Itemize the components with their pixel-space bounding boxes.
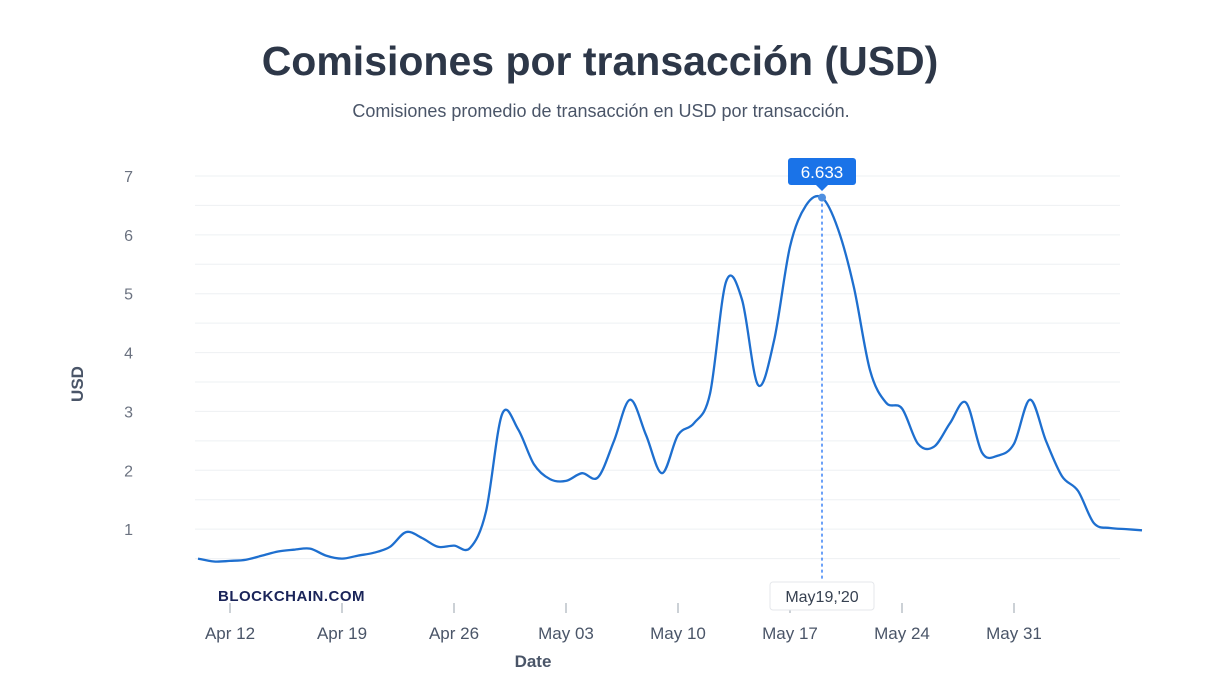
y-tick-label: 6 bbox=[124, 228, 133, 245]
gridlines bbox=[195, 175, 1120, 560]
x-tick-label: May 10 bbox=[650, 624, 706, 643]
x-tick-label: Apr 19 bbox=[317, 624, 367, 643]
date-badge bbox=[769, 581, 875, 611]
x-axis-label: Date bbox=[515, 652, 552, 671]
value-badge-text: 6.633 bbox=[801, 163, 844, 182]
x-tick-label: May 31 bbox=[986, 624, 1042, 643]
x-tick-label: May 03 bbox=[538, 624, 594, 643]
hover-tooltip: 6.633 May19,'20 bbox=[769, 158, 875, 611]
series-layer bbox=[197, 194, 1143, 563]
y-tick-label: 7 bbox=[124, 169, 133, 186]
value-badge-pointer bbox=[816, 185, 828, 191]
y-axis-ticks: 1 2 3 4 5 6 7 bbox=[124, 169, 133, 539]
y-tick-label: 1 bbox=[124, 522, 133, 539]
x-tick-label: May 17 bbox=[762, 624, 818, 643]
y-tick-label: 5 bbox=[124, 287, 133, 304]
x-axis-ticks: Apr 12 Apr 19 Apr 26 May 03 May 10 May 17 May … bbox=[205, 603, 1042, 643]
y-tick-label: 4 bbox=[124, 346, 133, 363]
y-tick-label: 3 bbox=[124, 404, 133, 421]
date-badge-text: May19,'20 bbox=[785, 589, 858, 606]
series-line bbox=[197, 194, 1143, 563]
chart-title: Comisiones por transacción (USD) bbox=[261, 38, 939, 84]
x-tick-label: Apr 12 bbox=[205, 624, 255, 643]
chart-subtitle: Comisiones promedio de transacción en US… bbox=[352, 101, 850, 121]
y-tick-label: 2 bbox=[124, 463, 133, 480]
x-tick-label: May 24 bbox=[874, 624, 930, 643]
y-axis-label: USD bbox=[68, 366, 87, 402]
x-tick-label: Apr 26 bbox=[429, 624, 479, 643]
value-badge bbox=[788, 158, 856, 185]
watermark-logo: BLOCKCHAIN.COM bbox=[218, 588, 365, 605]
hover-point bbox=[818, 193, 826, 202]
